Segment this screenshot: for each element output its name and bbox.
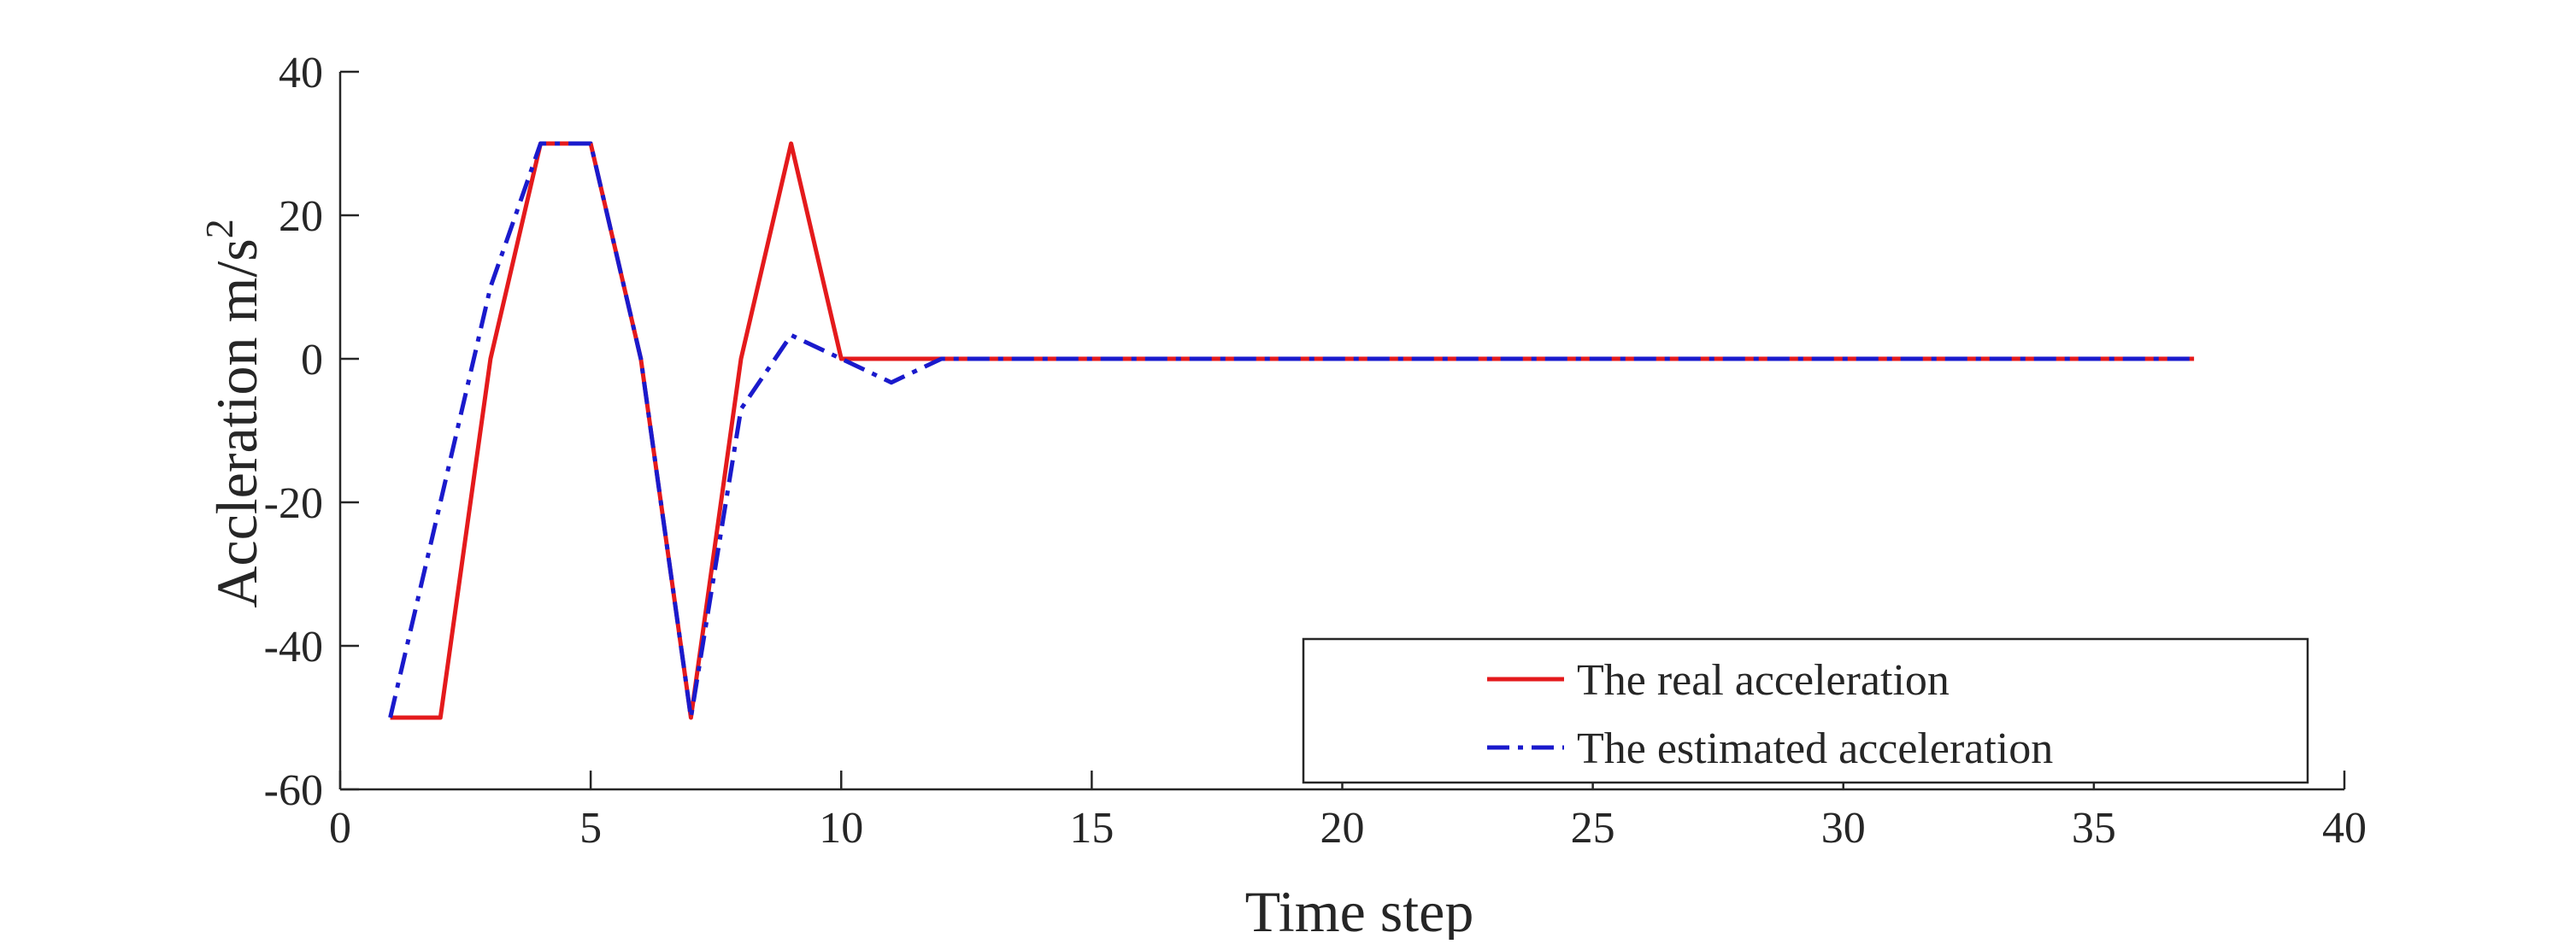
series-line-estimated [388,141,2195,720]
x-tick-label: 30 [1821,804,1866,853]
legend-label: The estimated acceleration [1577,724,2053,773]
x-tick-label: 35 [2072,804,2116,853]
series-line-real [390,141,2195,720]
y-tick-label: 20 [279,192,323,241]
legend-box [1302,637,2309,784]
x-tick-label: 15 [1069,804,1114,853]
x-tick-label: 40 [2322,804,2367,853]
x-tick-label: 10 [819,804,863,853]
y-tick-label: -60 [264,766,323,815]
y-tick-label: 40 [279,49,323,97]
y-axis-label-superscript: 2 [197,219,241,238]
y-axis-label: Accleration m/s2 [197,219,269,607]
x-tick-label: 5 [579,804,602,853]
y-tick-label: -20 [264,479,323,528]
y-tick-label: -40 [264,623,323,671]
legend-label: The real acceleration [1577,656,1950,705]
x-tick-label: 25 [1571,804,1615,853]
x-tick-label: 20 [1320,804,1365,853]
legend: The real acceleration The estimated accel… [1302,637,2309,784]
axes: 0 5 10 15 20 25 30 35 40 40 20 0 -20 -40 -60 Time step A… [197,49,2367,944]
x-tick-label: 0 [329,804,351,853]
x-axis-label: Time step [1245,879,1474,940]
y-tick-label: 0 [301,336,323,384]
y-axis-label-text: Accleration m/s [204,238,269,607]
plot-area [388,141,2195,720]
